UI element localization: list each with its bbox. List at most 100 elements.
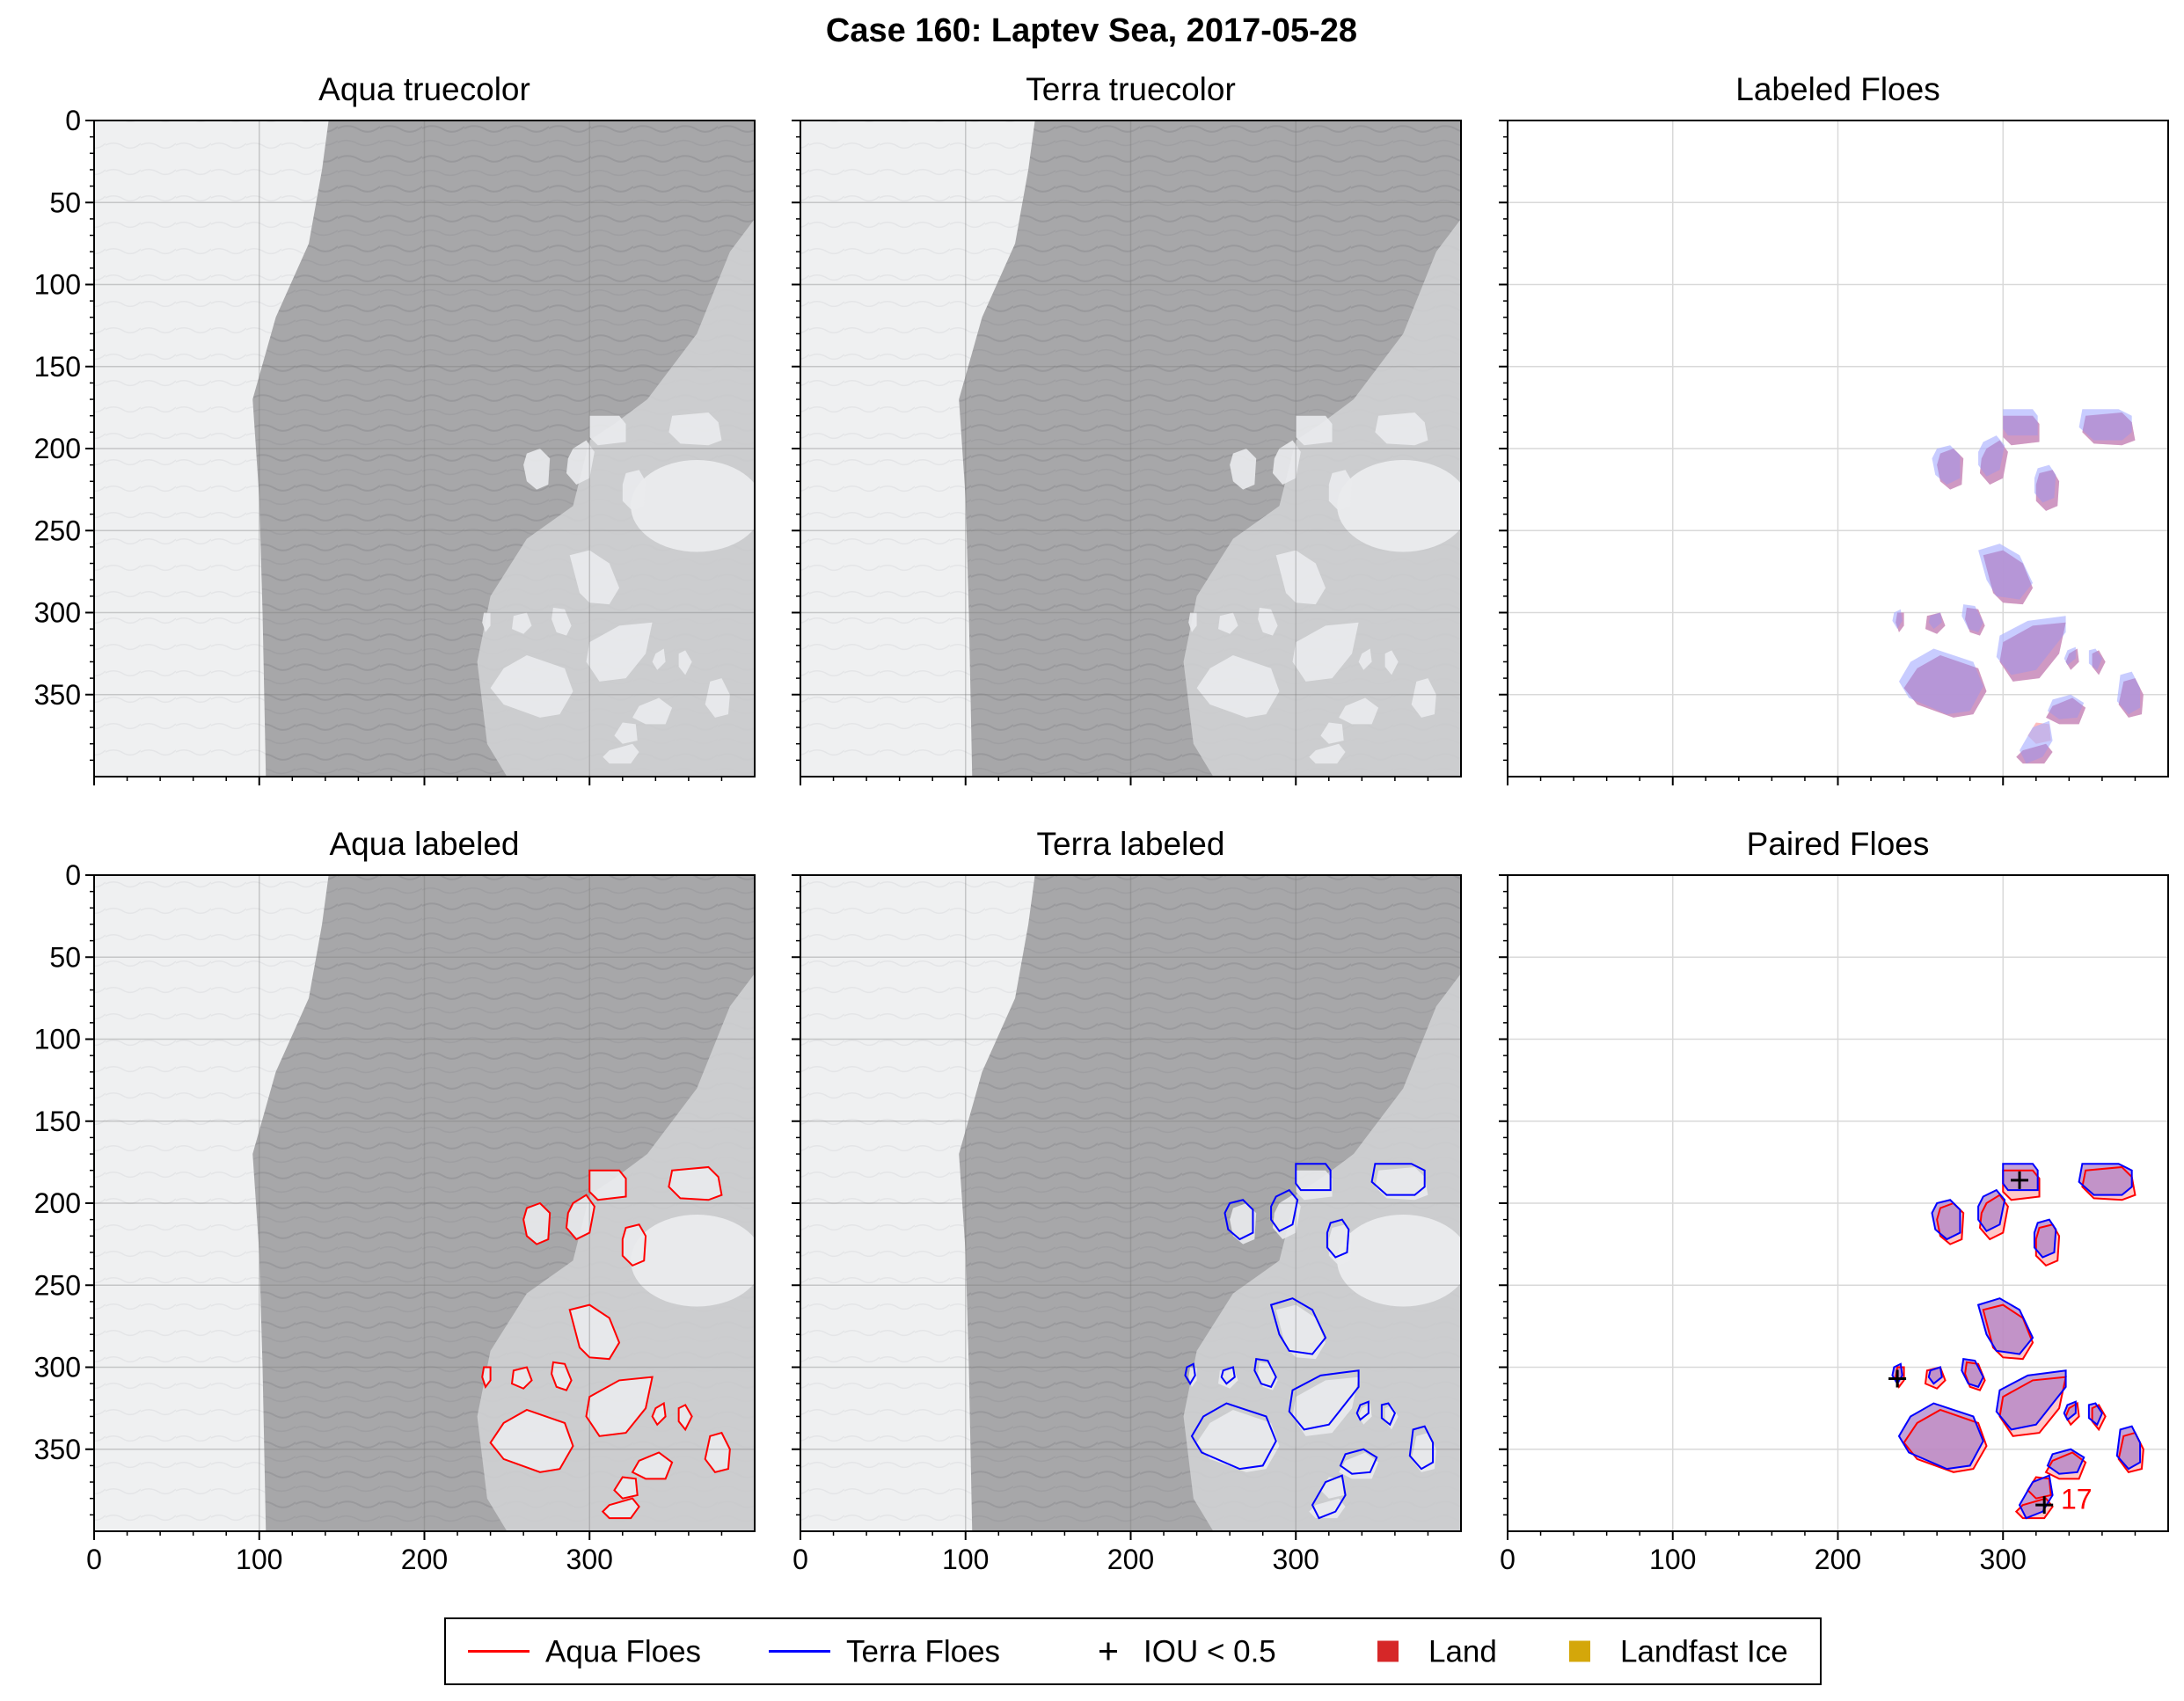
floe-image <box>1375 1166 1428 1201</box>
aqua-floe-outline <box>551 1361 573 1391</box>
floe-image <box>603 1498 639 1519</box>
floe-image <box>482 612 491 632</box>
terra-floe-outline <box>1931 1199 1961 1241</box>
panel-plot-area <box>1508 120 2168 777</box>
terra-floe-outline <box>1253 1358 1277 1389</box>
floe-image <box>523 449 551 490</box>
legend-label: Land <box>1428 1635 1497 1669</box>
terra-floe-outline <box>1380 1402 1397 1427</box>
aqua-floe-outline <box>704 1431 731 1473</box>
overlap-floe <box>1925 612 1946 634</box>
floe-image <box>566 1194 595 1240</box>
floe-image <box>622 1224 646 1266</box>
overlap-floe <box>2118 678 2144 718</box>
terra-floe-outline <box>1927 1366 1943 1385</box>
aqua-floe-outline <box>1903 1408 1988 1473</box>
panel-title: Terra labeled <box>1037 826 1225 862</box>
overlap-floe <box>2016 743 2053 764</box>
iou-marker <box>2035 1496 2054 1515</box>
overlap-floe <box>2003 415 2040 446</box>
floe-image <box>566 440 595 485</box>
aqua-floe-outline <box>668 1165 723 1201</box>
landfast-ice-region <box>800 120 1035 777</box>
terra-floe-outline <box>1295 1163 1332 1192</box>
x-tick-label: 100 <box>1649 1544 1696 1575</box>
floe-image <box>586 622 653 682</box>
y-tick-label: 350 <box>34 1434 81 1465</box>
floe-image <box>1411 1433 1436 1472</box>
y-tick-label: 150 <box>34 1106 81 1137</box>
floe-image <box>512 1367 532 1389</box>
floe-image <box>1230 449 1257 490</box>
floe-image <box>1296 415 1333 446</box>
panel-aqua-labeled: Aqua labeled 0 100 200 300 0 50 100 150 200 250 300… <box>34 826 756 1575</box>
floe-image <box>1196 654 1280 718</box>
terra-floe-outline <box>1339 1448 1378 1475</box>
floe-image <box>1309 1498 1346 1519</box>
panel-plot-area <box>94 875 755 1531</box>
aqua-floe-outline <box>565 1194 595 1241</box>
terra-floe-outline <box>1190 1402 1277 1471</box>
aqua-floe-outline <box>2002 1169 2041 1201</box>
terra-floe-outline <box>1976 1297 2034 1355</box>
legend-item: Terra Floes <box>769 1635 1000 1669</box>
terra-floe-outline <box>1961 1358 1984 1389</box>
panel-terra-labeled: Terra labeled 0 100 200 300 <box>792 826 1462 1575</box>
x-tick-label: 0 <box>86 1544 102 1575</box>
floe-image <box>1196 1409 1280 1472</box>
y-tick-label: 100 <box>34 269 81 301</box>
floe-image <box>668 412 722 446</box>
large-floe <box>1337 460 1461 552</box>
pack-ice-region <box>477 218 755 777</box>
panel-title: Terra truecolor <box>1026 71 1236 107</box>
x-tick-label: 300 <box>1273 1544 1319 1575</box>
terra-floe-outline <box>1995 1369 2067 1431</box>
y-tick-label: 0 <box>65 105 81 136</box>
floe-image <box>1375 412 1428 446</box>
floe-image <box>632 697 673 725</box>
y-tick-label: 200 <box>34 1187 81 1219</box>
legend-item: IOU < 0.5 <box>1099 1635 1276 1669</box>
floe-image <box>622 470 646 511</box>
overlap-floe <box>2082 412 2136 446</box>
pack-ice-region <box>1183 973 1461 1531</box>
figure-title: Case 160: Laptev Sea, 2017-05-28 <box>826 12 1357 49</box>
overlap-floe <box>2092 650 2106 675</box>
floe-image <box>1384 650 1399 675</box>
y-tick-label: 200 <box>34 433 81 464</box>
floe-image <box>614 722 638 744</box>
y-tick-label: 100 <box>34 1024 81 1055</box>
y-tick-label: 300 <box>34 1352 81 1383</box>
terra-floe-outline <box>1897 1402 1984 1471</box>
terra-floe-outline <box>2078 1163 2133 1196</box>
terra-floe-outline <box>1269 1297 1327 1355</box>
large-floe <box>1337 1215 1461 1307</box>
pack-ice-region <box>477 973 755 1531</box>
panel-title: Aqua truecolor <box>318 71 530 107</box>
panel-title: Labeled Floes <box>1735 71 1939 107</box>
aqua-floe-outline <box>621 1223 647 1267</box>
aqua-floe-outline <box>613 1476 639 1500</box>
legend-label: Terra Floes <box>846 1635 1000 1669</box>
floe-image <box>1272 1194 1301 1240</box>
floe-image <box>551 607 572 636</box>
overlap-floe <box>1983 550 2034 605</box>
overlap-floe <box>1903 654 1987 718</box>
y-tick-label: 150 <box>34 351 81 383</box>
floe-image <box>490 1409 573 1472</box>
aqua-floe-outline <box>651 1401 667 1427</box>
floe-image <box>705 678 730 718</box>
panel-plot-area <box>800 875 1461 1531</box>
large-floe <box>631 460 755 552</box>
floe-image <box>1358 648 1372 670</box>
aqua-floe-outline <box>1998 1376 2067 1437</box>
panel-labeled-floes: Labeled Floes <box>1499 71 2169 785</box>
legend-plus-icon <box>1099 1642 1117 1661</box>
floe-image <box>490 654 573 718</box>
terra-floe-outline <box>1977 1188 2006 1232</box>
y-tick-label: 50 <box>49 186 81 218</box>
legend: Aqua Floes Terra Floes IOU < 0.5 Land Landfa… <box>444 1617 1822 1685</box>
x-tick-label: 300 <box>566 1544 613 1575</box>
floe-image <box>589 415 626 446</box>
